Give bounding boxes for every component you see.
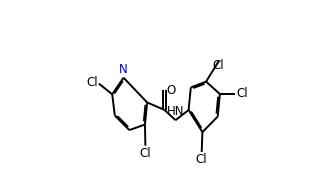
Text: Cl: Cl xyxy=(213,59,224,72)
Text: HN: HN xyxy=(167,105,184,119)
Text: N: N xyxy=(119,63,127,76)
Text: O: O xyxy=(166,84,175,97)
Text: Cl: Cl xyxy=(86,76,98,89)
Text: Cl: Cl xyxy=(140,147,151,160)
Text: Cl: Cl xyxy=(195,153,207,166)
Text: Cl: Cl xyxy=(236,88,248,101)
